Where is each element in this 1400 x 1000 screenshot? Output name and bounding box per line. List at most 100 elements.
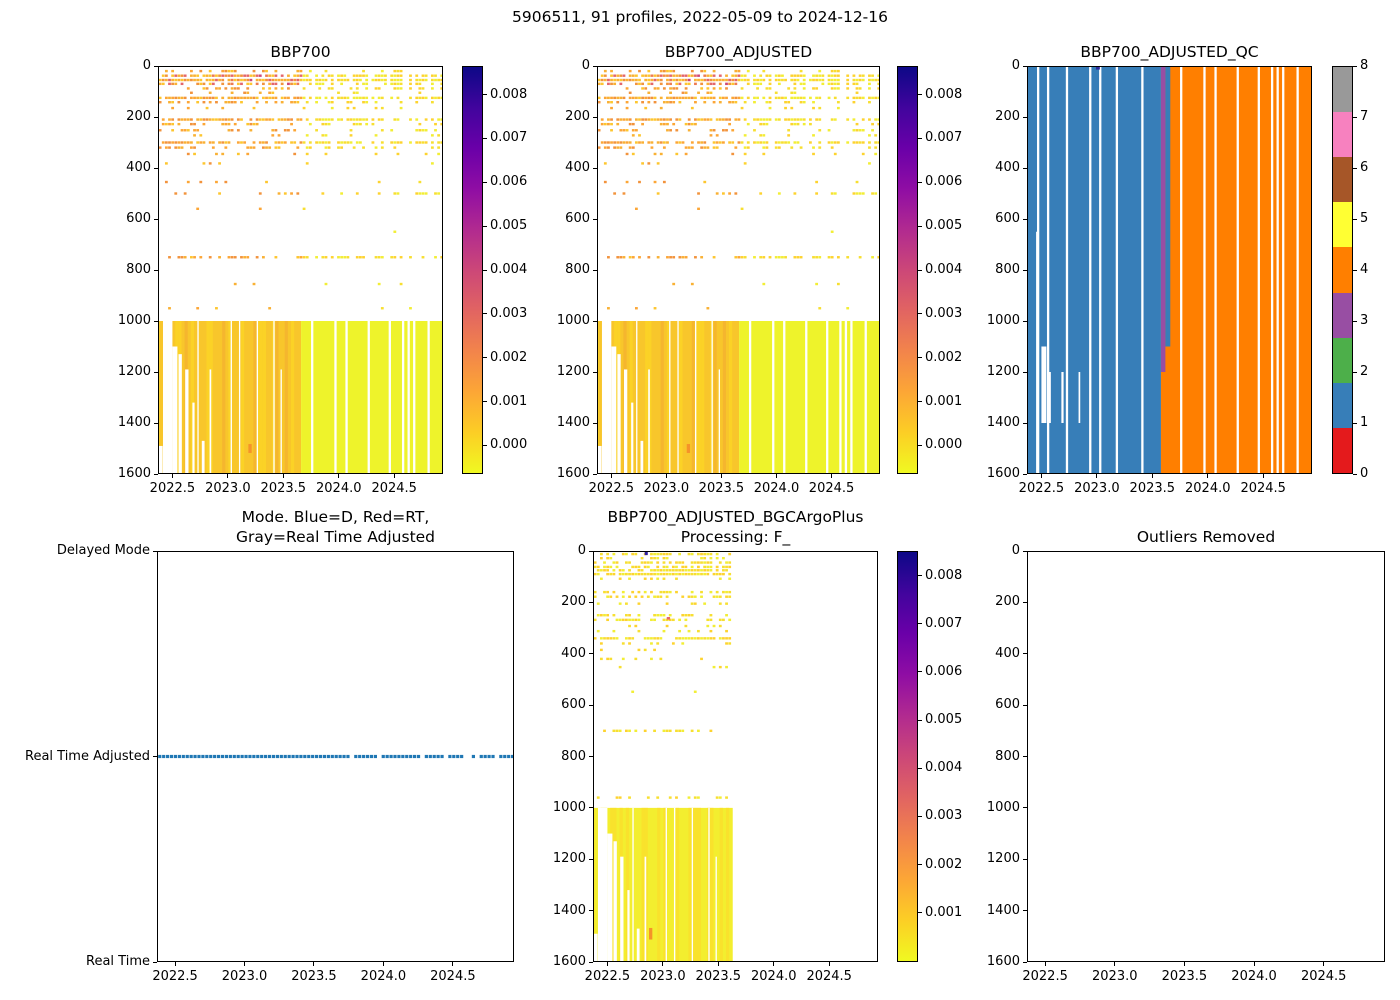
plot-mark [397, 754, 401, 759]
plot-mark [634, 129, 638, 132]
colorbar-tick-label: 0.003 [490, 305, 528, 321]
plot-mark [180, 146, 184, 149]
plot-mark [659, 96, 663, 100]
plot-mark [762, 141, 766, 144]
plot-mark [666, 122, 669, 126]
plot-mark [168, 256, 171, 259]
plot-mark [193, 152, 196, 156]
plot-mark [700, 637, 703, 640]
plot-mark [362, 69, 365, 73]
plot-mark [603, 180, 607, 184]
plot-mark [756, 78, 759, 82]
plot-mark [359, 74, 362, 77]
plot-mark [662, 614, 666, 617]
plot-mark [871, 78, 874, 82]
plot-mark [230, 321, 232, 474]
plot-mark [1165, 66, 1171, 347]
plot-mark [709, 118, 713, 121]
plot-mark [715, 552, 719, 556]
plot-mark [662, 101, 666, 104]
plot-mark [631, 618, 635, 622]
plot-mark [162, 754, 166, 759]
x-tick-mark [174, 962, 176, 966]
plot-mark [315, 141, 318, 144]
plot-mark [421, 256, 425, 259]
plot-mark [793, 122, 797, 126]
plot-mark [290, 192, 293, 195]
plot-mark [221, 69, 225, 73]
plot-mark [627, 890, 630, 962]
y-tick-label: 1400 [986, 415, 1020, 430]
plot-mark [861, 78, 865, 82]
colorbar-tick-mark [918, 313, 922, 315]
plot-mark [710, 807, 714, 962]
plot-mark [625, 118, 629, 121]
plot-mark [371, 141, 375, 144]
plot-mark [644, 78, 648, 82]
plot-mark [656, 565, 660, 569]
plot-mark [812, 101, 815, 104]
plot-mark [877, 82, 880, 86]
plot-mark [471, 754, 476, 759]
plot-mark [858, 129, 862, 132]
plot-mark [647, 162, 651, 165]
plot-mark [743, 256, 747, 259]
plot-mark [409, 118, 412, 121]
plot-mark [606, 565, 610, 569]
plot-mark [743, 101, 747, 104]
plot-mark [793, 192, 797, 195]
plot-mark [743, 152, 747, 156]
plot-mark [607, 141, 610, 144]
plot-mark [293, 152, 297, 156]
plot-mark [855, 87, 859, 90]
plot-mark [221, 152, 225, 156]
plot-mark [640, 569, 644, 572]
x-tick-label: 2023.0 [205, 481, 251, 496]
plot-mark [158, 96, 162, 100]
plot-mark [215, 118, 218, 121]
plot-mark [796, 118, 800, 121]
plot-mark [628, 614, 631, 617]
plot-mark [871, 74, 874, 77]
plot-mark [684, 618, 688, 622]
plot-mark [656, 118, 660, 121]
plot-mark [177, 118, 181, 121]
plot-mark [224, 87, 228, 90]
plot-mark [719, 807, 723, 962]
plot-mark [205, 87, 209, 90]
plot-mark [877, 118, 880, 121]
plot-mark [659, 595, 663, 598]
plot-mark [230, 96, 234, 100]
plot-mark [656, 637, 660, 640]
plot-mark [646, 572, 650, 576]
plot-mark [656, 162, 660, 165]
plot-mark [728, 572, 732, 576]
plot-mark [718, 572, 722, 576]
plot-mark [871, 96, 874, 100]
plot-mark [637, 569, 641, 572]
plot-mark [703, 74, 707, 77]
plot-mark [193, 96, 196, 100]
plot-mark [421, 74, 425, 77]
plot-mark [171, 141, 175, 144]
plot-mark [774, 91, 778, 94]
plot-mark [725, 78, 728, 82]
plot-mark [308, 141, 312, 144]
plot-mark [746, 78, 750, 82]
plot-mark [355, 78, 359, 82]
plot-mark [830, 256, 834, 259]
plot-mark [413, 754, 417, 759]
plot-mark [690, 122, 694, 126]
plot-mark [380, 106, 384, 110]
plot-mark [833, 141, 837, 144]
plot-mark [669, 118, 672, 121]
plot-mark [830, 87, 834, 90]
plot-mark [691, 807, 695, 962]
plot-mark [874, 134, 878, 137]
plot-mark [700, 556, 703, 560]
plot-mark [643, 572, 647, 576]
plot-mark [690, 146, 694, 149]
plot-mark [197, 754, 201, 759]
plot-mark [858, 192, 862, 195]
plot-mark [434, 122, 437, 126]
